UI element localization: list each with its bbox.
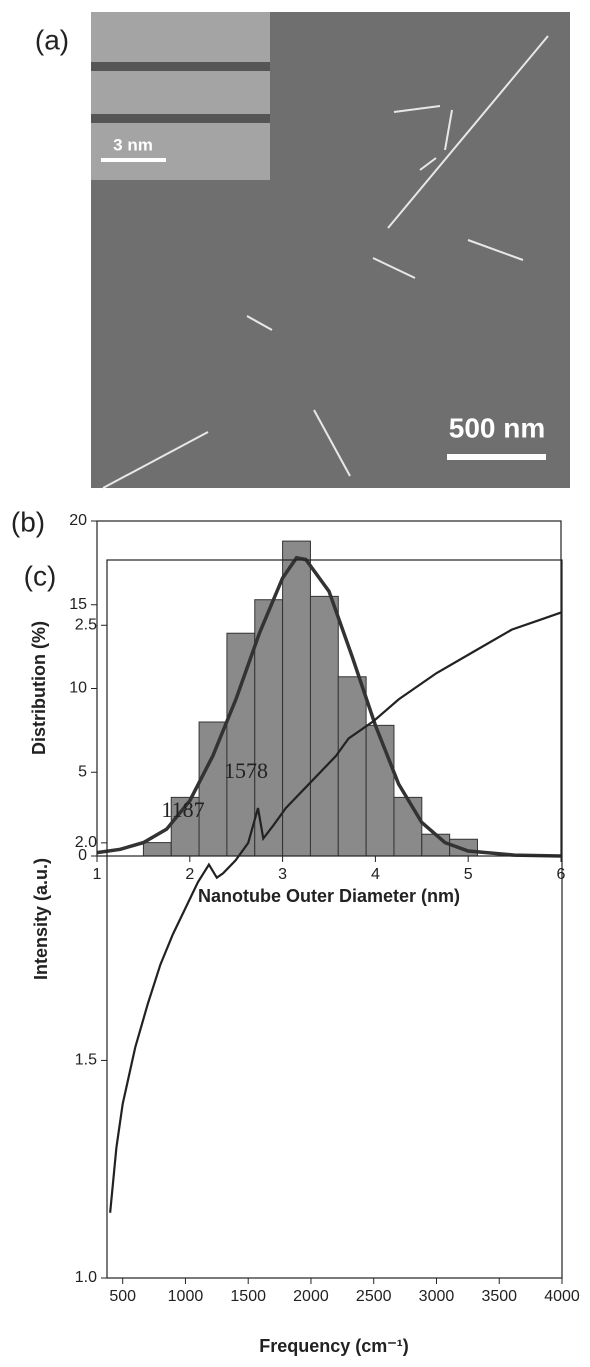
panel-label: (c) xyxy=(24,560,57,591)
nanotube xyxy=(387,35,549,229)
panel-label: (a) xyxy=(35,24,69,55)
x-tick-label: 3 xyxy=(278,866,287,883)
histogram-bar xyxy=(337,676,367,857)
x-tick-label: 5 xyxy=(464,866,473,883)
nanotube xyxy=(419,157,437,171)
histogram-bar xyxy=(309,595,339,857)
x-tick-label: 3500 xyxy=(481,1288,517,1305)
y-tick-label: 0 xyxy=(78,847,87,864)
fit-curve xyxy=(96,555,562,858)
x-tick-label: 6 xyxy=(557,866,566,883)
x-tick-label: 1500 xyxy=(230,1288,266,1305)
y-tick-label: 5 xyxy=(78,763,87,780)
x-tick-label: 2000 xyxy=(293,1288,329,1305)
peak-annotation: 1578 xyxy=(224,758,268,783)
histogram-bar xyxy=(282,540,311,857)
panel-label: (b) xyxy=(11,506,45,537)
histogram-bar xyxy=(142,842,172,857)
y-tick-label: 2.0 xyxy=(75,834,97,851)
y-tick-label: 1.0 xyxy=(75,1269,97,1286)
peak-annotation: 1187 xyxy=(161,797,204,822)
x-axis-title: Nanotube Outer Diameter (nm) xyxy=(198,886,460,906)
inset-band xyxy=(91,62,270,71)
x-tick-label: 2 xyxy=(185,866,194,883)
nanotube xyxy=(246,315,273,331)
plot-frame xyxy=(96,520,562,857)
nanotube xyxy=(444,109,453,151)
nanotube xyxy=(102,431,209,489)
x-tick-label: 3000 xyxy=(419,1288,455,1305)
y-tick-label: 15 xyxy=(69,596,87,613)
y-axis-title: Distribution (%) xyxy=(29,621,49,755)
x-tick-label: 4 xyxy=(371,866,380,883)
x-tick-label: 2500 xyxy=(356,1288,392,1305)
nanotube xyxy=(372,257,416,279)
y-tick-label: 20 xyxy=(69,512,87,529)
histogram-bar xyxy=(365,724,395,857)
histogram-bar xyxy=(421,833,451,857)
scale-text: 500 nm xyxy=(449,412,546,443)
x-tick-label: 1 xyxy=(93,866,102,883)
y-tick-label: 10 xyxy=(69,680,87,697)
x-axis-title: Frequency (cm⁻¹) xyxy=(259,1336,409,1356)
inset xyxy=(91,12,270,180)
histogram-bar xyxy=(393,796,423,857)
spectrum-line xyxy=(109,611,563,1213)
y-tick-label: 2.5 xyxy=(75,616,97,633)
histogram-bar xyxy=(226,632,256,857)
x-tick-label: 500 xyxy=(109,1288,136,1305)
inset-band xyxy=(91,114,270,123)
nanotube xyxy=(313,409,351,477)
y-axis-title: Intensity (a.u.) xyxy=(31,858,51,980)
nanotube xyxy=(393,105,441,113)
y-tick-label: 1.5 xyxy=(75,1052,97,1069)
nanotube xyxy=(467,239,524,261)
histogram-bar xyxy=(198,721,228,857)
plot-frame xyxy=(106,559,563,1279)
x-tick-label: 4000 xyxy=(544,1288,580,1305)
x-tick-label: 1000 xyxy=(168,1288,204,1305)
inset-scale-text: 3 nm xyxy=(113,135,153,154)
